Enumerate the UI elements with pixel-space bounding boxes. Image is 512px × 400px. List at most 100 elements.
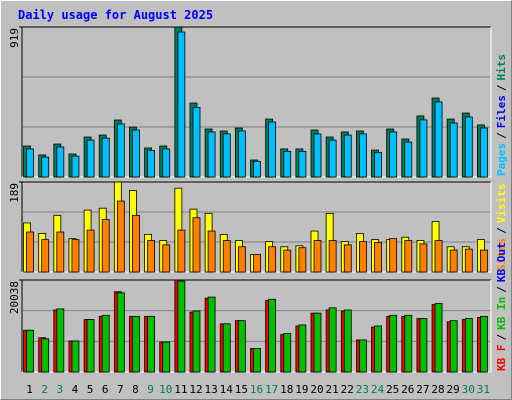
bar — [101, 314, 110, 373]
bar — [101, 137, 110, 178]
x-tick-label: 30 — [462, 383, 475, 396]
bar — [268, 246, 277, 273]
x-tick-label: 27 — [416, 383, 429, 396]
bar — [480, 249, 488, 273]
x-tick-label: 7 — [117, 383, 124, 396]
legend: KB F / KB In / KB Out — [495, 242, 508, 371]
x-tick-label: 17 — [265, 383, 278, 396]
bar — [434, 240, 443, 273]
bar — [343, 309, 352, 373]
bar — [26, 329, 34, 373]
bar — [147, 149, 155, 178]
x-tick-label: 4 — [72, 383, 79, 396]
bar — [162, 341, 171, 373]
bar — [192, 217, 201, 273]
legend-entry: KB In — [495, 297, 508, 330]
bar — [132, 315, 140, 373]
x-tick-label: 21 — [326, 383, 339, 396]
bar — [86, 319, 95, 373]
x-tick-label: 25 — [386, 383, 399, 396]
bar — [207, 230, 216, 273]
bar — [26, 231, 34, 273]
bar — [147, 315, 155, 373]
bar — [298, 150, 307, 178]
x-tick-label: 8 — [132, 383, 139, 396]
bar — [41, 338, 50, 373]
bar — [404, 314, 413, 373]
legend: Pages / Files / Hits — [495, 54, 508, 176]
bar — [374, 325, 382, 373]
bar — [480, 127, 488, 178]
bar — [116, 200, 125, 273]
bar — [464, 318, 473, 373]
chart-title: Daily usage for August 2025 — [18, 8, 213, 22]
bar — [359, 133, 367, 178]
bar — [359, 241, 367, 273]
bar — [132, 214, 140, 273]
bar — [389, 131, 398, 178]
bar — [283, 249, 292, 273]
bar — [253, 253, 261, 273]
bar — [328, 240, 337, 273]
bar — [464, 116, 473, 178]
bar — [343, 244, 352, 273]
legend-entry: KB F — [495, 345, 508, 372]
x-tick-label: 6 — [102, 383, 109, 396]
bar — [207, 296, 216, 373]
legend-entry: Hits — [495, 54, 508, 81]
legend-separator: / — [495, 334, 508, 341]
x-tick-label: 20 — [310, 383, 323, 396]
bar — [177, 31, 186, 178]
bar — [132, 129, 140, 178]
bar — [419, 243, 428, 273]
bar — [298, 324, 307, 373]
bar — [26, 148, 34, 178]
x-tick-label: 22 — [341, 383, 354, 396]
y-tick-label: 189 — [8, 183, 21, 203]
bar — [419, 119, 428, 178]
bar — [374, 151, 382, 178]
bar — [237, 246, 246, 273]
bar — [162, 148, 171, 178]
x-tick-label: 13 — [204, 383, 217, 396]
bar — [101, 219, 110, 273]
bar — [56, 146, 65, 178]
x-tick-label: 24 — [371, 383, 385, 396]
bar — [449, 249, 458, 273]
legend-entry: Files — [495, 95, 508, 128]
bar — [268, 121, 277, 178]
bar — [192, 310, 201, 373]
bar — [222, 133, 231, 178]
bar — [116, 292, 125, 373]
y-tick-label: 919 — [8, 28, 21, 48]
x-tick-label: 28 — [431, 383, 444, 396]
bar — [328, 307, 337, 373]
bar — [56, 308, 65, 373]
legend-separator: / — [495, 132, 508, 139]
bar — [449, 320, 458, 373]
bar — [177, 229, 186, 273]
y-tick-label: 20038 — [8, 281, 21, 314]
bar — [313, 133, 322, 178]
bar — [449, 122, 458, 178]
bar — [404, 240, 413, 273]
legend-separator: / — [495, 84, 508, 91]
x-tick-label: 15 — [235, 383, 248, 396]
x-tick-label: 29 — [447, 383, 460, 396]
bar — [268, 298, 277, 373]
bar — [480, 315, 488, 373]
bar — [237, 130, 246, 178]
legend-entry: Visits — [495, 184, 508, 224]
bar — [41, 239, 50, 273]
bar — [343, 134, 352, 178]
bar — [71, 155, 80, 178]
bar — [41, 156, 50, 178]
bar — [147, 240, 155, 273]
bar — [116, 123, 125, 178]
bar — [434, 101, 443, 178]
x-tick-label: 14 — [220, 383, 234, 396]
bar — [283, 333, 292, 373]
x-tick-label: 12 — [189, 383, 202, 396]
